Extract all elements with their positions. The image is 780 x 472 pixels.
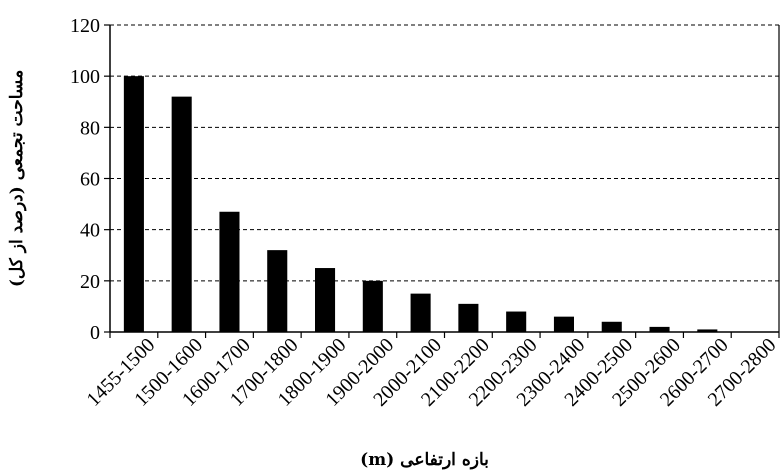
gridlines (110, 24, 779, 282)
y-tick-label: 80 (80, 117, 100, 139)
axes (104, 24, 780, 338)
bar (506, 311, 527, 332)
bar (362, 280, 383, 332)
bar (649, 326, 670, 332)
y-tick-label: 60 (80, 169, 100, 191)
bar (171, 96, 192, 332)
bar (553, 316, 574, 332)
bar (458, 303, 479, 332)
y-axis-title: مساحت تجمعی (درصد از کل) (7, 70, 27, 287)
bar (601, 321, 622, 332)
y-tick-label: 100 (70, 66, 100, 88)
bar (410, 293, 431, 332)
bars (123, 76, 718, 333)
y-tick-label: 120 (70, 15, 100, 37)
bar (267, 250, 288, 332)
y-tick-labels: 0 20 40 60 80 100 120 (70, 15, 100, 344)
bar (123, 76, 144, 333)
x-axis-title: بازه ارتفاعی (m) (360, 450, 489, 470)
bar (697, 329, 718, 332)
x-tick-labels: 1455-15001500-16001600-17001700-18001800… (82, 334, 780, 411)
y-tick-label: 0 (90, 322, 100, 344)
bar (315, 268, 336, 332)
y-tick-label: 20 (80, 271, 100, 293)
y-tick-label: 40 (80, 220, 100, 242)
bar (219, 211, 240, 332)
